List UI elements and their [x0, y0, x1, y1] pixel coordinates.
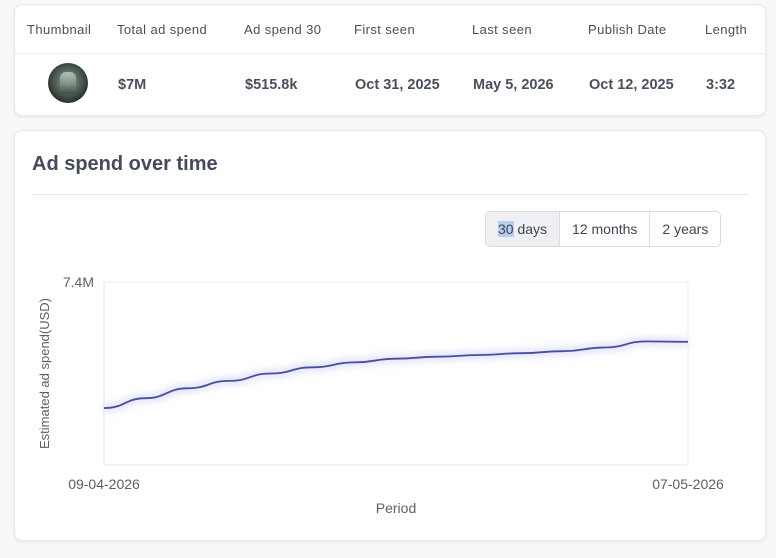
range-30-days-button[interactable]: 30 days	[486, 212, 561, 246]
cell-last-seen: May 5, 2026	[473, 77, 554, 93]
cell-ad-spend-30: $515.8k	[245, 77, 298, 93]
ad-spend-chart-card: Ad spend over time 30 days 12 months 2 y…	[14, 130, 766, 541]
header-first-seen: First seen	[354, 22, 416, 37]
range-12-months-button[interactable]: 12 months	[560, 212, 651, 246]
cell-first-seen: Oct 31, 2025	[355, 77, 440, 93]
x-tick-label-start: 09-04-2026	[68, 476, 140, 492]
series-layer	[103, 338, 689, 412]
line-chart: 7.4M 09-04-2026 07-05-2026 Period Estima…	[37, 274, 724, 516]
x-tick-label-end: 07-05-2026	[652, 476, 724, 492]
ad-thumbnail[interactable]	[48, 63, 88, 103]
cell-publish-date: Oct 12, 2025	[589, 77, 674, 93]
time-range-selector: 30 days 12 months 2 years	[485, 211, 722, 247]
series-line-shadow	[103, 338, 689, 412]
ad-summary-table: Thumbnail Total ad spend Ad spend 30 Fir…	[14, 4, 766, 116]
divider	[32, 194, 748, 195]
table-row[interactable]: $7M $515.8k Oct 31, 2025 May 5, 2026 Oct…	[15, 53, 765, 115]
header-total-ad-spend: Total ad spend	[117, 22, 208, 37]
header-thumbnail: Thumbnail	[27, 22, 92, 37]
x-axis-title: Period	[376, 500, 416, 516]
header-ad-spend-30: Ad spend 30	[244, 22, 322, 37]
range-2-years-button[interactable]: 2 years	[662, 221, 709, 237]
y-tick-label: 7.4M	[63, 274, 94, 290]
table-header-row: Thumbnail Total ad spend Ad spend 30 Fir…	[15, 5, 765, 54]
range-30-days-label: days	[513, 221, 548, 237]
header-length: Length	[705, 22, 748, 37]
cell-length: 3:32	[706, 77, 736, 93]
chart-title: Ad spend over time	[32, 153, 218, 175]
series-line[interactable]	[103, 340, 689, 409]
y-axis-title: Estimated ad spend(USD)	[37, 298, 52, 449]
range-30-days-highlight: 30	[498, 221, 514, 237]
header-publish-date: Publish Date	[588, 22, 667, 37]
cell-total-ad-spend: $7M	[118, 77, 147, 93]
header-last-seen: Last seen	[472, 22, 532, 37]
